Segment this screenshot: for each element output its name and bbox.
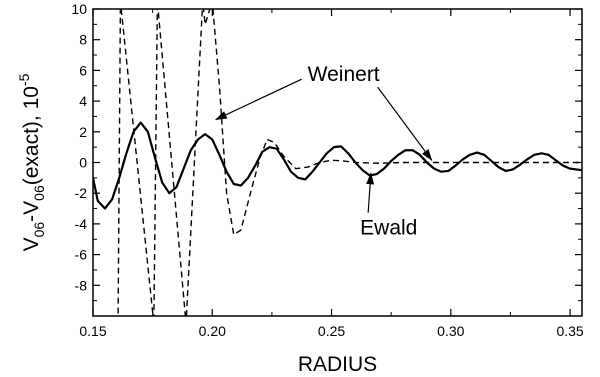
weinert-curve: [117, 9, 582, 316]
y-title-sub2: 06: [31, 185, 47, 201]
y-axis-ticks: -8 -6 -4 -2 0 2 4 6 8 10: [71, 1, 582, 302]
x-tick-label: 0.30: [437, 323, 464, 339]
y-tick-label: 6: [79, 62, 87, 78]
y-tick-label: -6: [75, 247, 88, 263]
y-tick-label: 4: [79, 93, 87, 109]
annotation-label: Weinert: [308, 63, 380, 86]
y-tick-label: -2: [75, 185, 88, 201]
y-tick-label: -4: [75, 216, 88, 232]
y-tick-label: -8: [75, 277, 88, 293]
y-title-sub1: 06: [31, 222, 47, 238]
y-title-mid: -V: [20, 201, 43, 222]
y-tick-label: 10: [71, 1, 87, 17]
ewald-curve: [93, 121, 582, 210]
x-axis-ticks: 0.15 0.20 0.25 0.30 0.35: [79, 9, 584, 339]
y-tick-label: 2: [79, 124, 87, 140]
annotation-arrow: [214, 78, 302, 121]
x-tick-label: 0.20: [199, 323, 226, 339]
y-title-exp: -5: [16, 73, 32, 86]
y-title-tail: (exact), 10: [20, 86, 43, 185]
x-tick-label: 0.25: [318, 323, 345, 339]
annotation-layer: Weinert Ewald: [214, 63, 433, 240]
annotation-arrow: [366, 172, 375, 213]
x-tick-label: 0.15: [79, 323, 106, 339]
x-tick-label: 0.35: [556, 323, 583, 339]
y-title-main: V: [20, 237, 43, 251]
annotation-arrow: [377, 86, 433, 162]
y-tick-label: 8: [79, 32, 87, 48]
annotation-label: Ewald: [360, 217, 417, 240]
y-tick-label: 0: [79, 155, 87, 171]
y-axis-title: V06-V06(exact), 10-5: [16, 73, 47, 251]
series-layer: [93, 9, 582, 316]
x-axis-title: RADIUS: [298, 353, 377, 376]
